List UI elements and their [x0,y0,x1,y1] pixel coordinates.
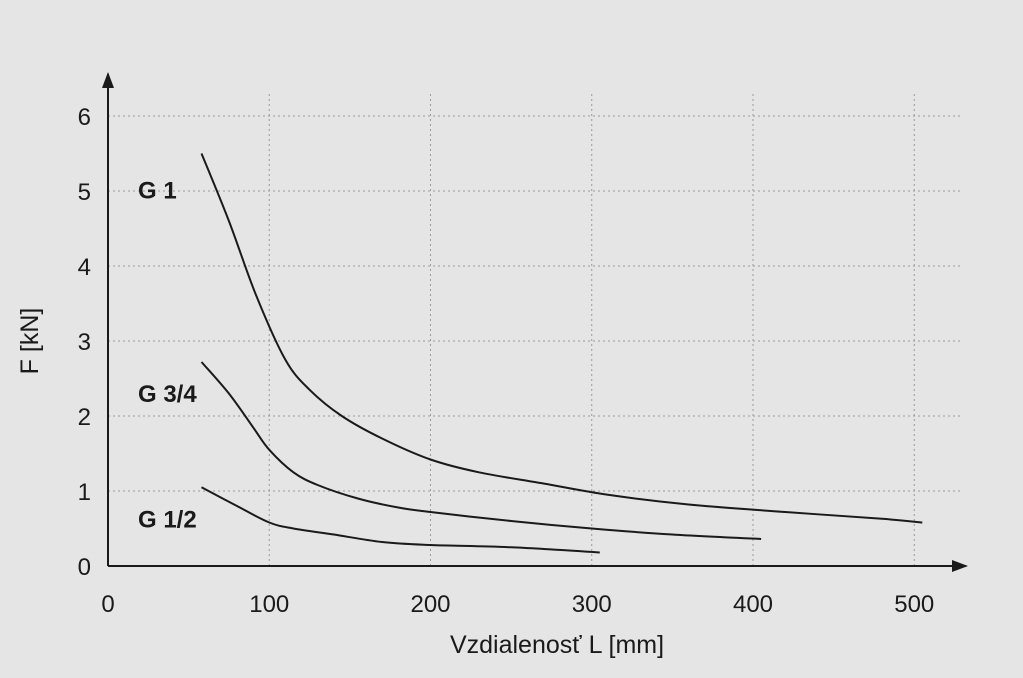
x-tick-label-400: 400 [733,591,773,618]
series-label-1: G 3/4 [138,381,197,408]
y-tick-label-1: 1 [78,479,91,506]
series-line-2 [201,486,600,554]
series-lines [200,153,923,554]
y-tick-label-5: 5 [78,179,91,206]
series-labels: G 1 G 3/4 G 1/2 [138,178,197,534]
series-line-0 [200,153,923,524]
grid [108,92,960,566]
y-axis-label: F [kN] [16,308,44,375]
x-tick-label-100: 100 [249,591,289,618]
x-tick-label-300: 300 [572,591,612,618]
tick-labels: 0 100 200 300 400 500 0 1 2 3 4 5 6 [78,104,935,618]
y-tick-label-4: 4 [78,254,91,281]
series-line-1 [200,361,762,540]
y-tick-label-0: 0 [78,554,91,581]
axes [102,72,968,572]
x-axis-label: Vzdialenosť L [mm] [450,631,664,659]
y-tick-label-3: 3 [78,329,91,356]
x-tick-label-500: 500 [894,591,934,618]
x-tick-label-200: 200 [410,591,450,618]
y-tick-label-2: 2 [78,404,91,431]
series-label-2: G 1/2 [138,506,197,533]
x-tick-label-0: 0 [101,591,114,618]
series-label-0: G 1 [138,178,177,205]
y-tick-label-6: 6 [78,104,91,131]
